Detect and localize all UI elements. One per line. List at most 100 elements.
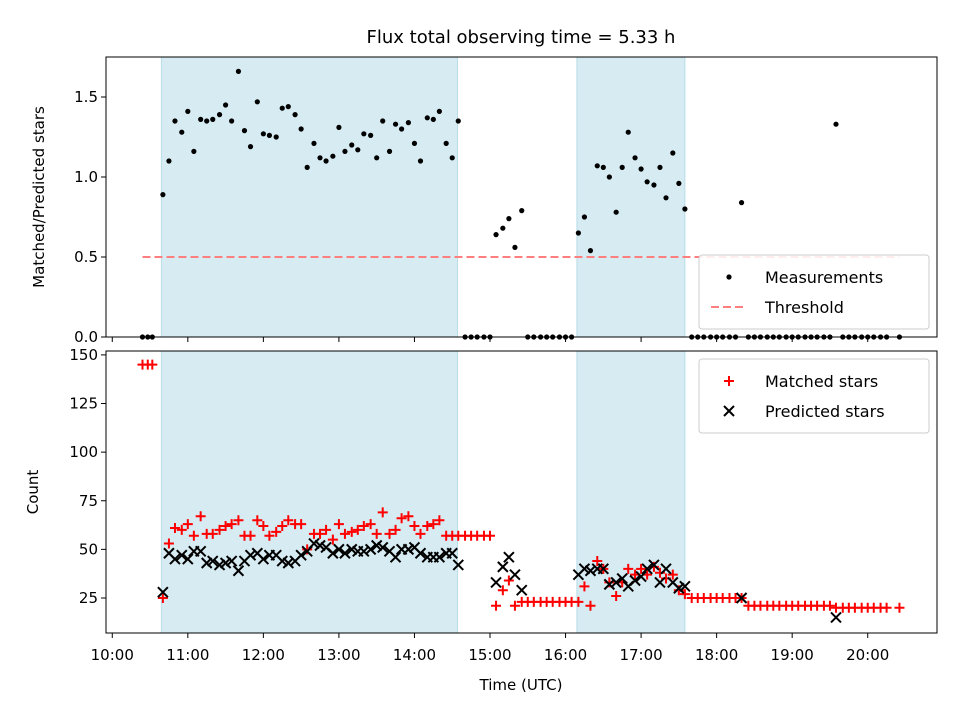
bottom-panel: 25 50 75 100 125 150 10:00 11:00 12:00 13:00 14:0… — [24, 346, 938, 694]
x-tick-label-8: 18:00 — [695, 646, 738, 664]
series-measurements-point-24 — [292, 112, 298, 118]
series-measurements-point-58 — [506, 216, 512, 222]
series-matched-stars-point-56 — [491, 600, 502, 611]
series-matched-stars-point-71 — [585, 600, 596, 611]
series-predicted-stars-point-50 — [503, 551, 515, 563]
series-predicted-stars-point-58 — [603, 578, 616, 591]
series-predicted-stars-point-41 — [414, 547, 427, 559]
legend-predicted-stars-label: Predicted stars — [765, 402, 885, 421]
series-measurements-point-27 — [311, 140, 317, 146]
series-matched-stars-point-109 — [824, 600, 835, 611]
series-measurements-point-46 — [430, 116, 436, 122]
shaded-interval-0 — [160, 56, 459, 338]
series-predicted-stars-point-51 — [509, 568, 521, 581]
y-tick-label-1: 0.5 — [74, 248, 98, 266]
series-predicted-stars-point-14 — [244, 549, 257, 561]
y-tick-label-3: 1.5 — [74, 88, 98, 106]
series-predicted-stars-point-35 — [377, 541, 389, 554]
series-matched-stars-point-7 — [182, 519, 193, 530]
series-predicted-stars-point-11 — [225, 555, 238, 567]
bottom-panel-frame — [105, 350, 938, 634]
x-tick-label-9: 19:00 — [771, 646, 814, 664]
top-panel-y-label: Matched/Predicted stars — [30, 106, 48, 288]
y-tick-label-3: 100 — [69, 443, 98, 461]
x-tick-label-4: 14:00 — [393, 646, 436, 664]
series-predicted-stars-point-28 — [333, 543, 345, 556]
series-predicted-stars-point-66 — [654, 576, 666, 589]
series-predicted-stars-point-64 — [641, 563, 653, 575]
x-tick-label-3: 13:00 — [317, 646, 360, 664]
series-measurements-point-70 — [581, 214, 588, 220]
x-tick-label-2: 12:00 — [242, 646, 285, 664]
series-matched-stars-point-75 — [611, 591, 622, 602]
bottom-panel-legend: Matched stars Predicted stars — [698, 358, 930, 434]
series-matched-stars-point-29 — [321, 524, 332, 535]
series-matched-stars-point-45 — [422, 521, 433, 532]
series-measurements-point-74 — [606, 174, 612, 180]
series-matched-stars-point-19 — [258, 521, 269, 532]
x-axis: 10:00 11:00 12:00 13:00 14:00 15:00 16:00 17:00… — [91, 633, 889, 664]
series-matched-stars-point-11 — [207, 528, 218, 539]
series-matched-stars-point-37 — [371, 528, 382, 539]
series-measurements-point-33 — [349, 142, 355, 148]
series-matched-stars-point-22 — [277, 521, 288, 532]
series-measurements-point-21 — [273, 134, 279, 140]
series-measurements-point-17 — [247, 144, 254, 150]
series-measurements-point-20 — [266, 132, 273, 138]
series-measurements-point-7 — [185, 108, 191, 114]
series-measurements-point-26 — [304, 164, 310, 170]
series-predicted-stars-point-44 — [433, 551, 446, 563]
series-predicted-stars-point-8 — [207, 555, 219, 567]
series-predicted-stars-point-47 — [452, 559, 464, 571]
series-predicted-stars-point-4 — [182, 553, 194, 565]
series-measurements-point-56 — [493, 232, 499, 238]
series-measurements-point-13 — [222, 102, 229, 108]
series-predicted-stars-point-65 — [648, 559, 660, 571]
legend-box — [698, 254, 930, 330]
series-predicted-stars-point-6 — [194, 545, 207, 558]
series-measurements-point-79 — [638, 166, 644, 172]
series-matched-stars-point-72 — [592, 556, 603, 567]
series-matched-stars-point-43 — [409, 521, 420, 532]
series-predicted-stars-point-3 — [176, 549, 188, 561]
series-matched-stars-point-31 — [333, 519, 344, 530]
series-measurements-point-30 — [330, 153, 336, 159]
bottom-panel-shaded-intervals — [160, 350, 686, 634]
series-matched-stars-point-14 — [226, 519, 237, 530]
x-tick-label-1: 11:00 — [166, 646, 209, 664]
series-matched-stars-point-21 — [271, 526, 282, 537]
series-predicted-stars-point-59 — [610, 576, 622, 589]
series-measurements-point-29 — [323, 158, 329, 164]
series-predicted-stars-point-37 — [389, 551, 402, 563]
series-matched-stars-point-20 — [264, 530, 275, 541]
series-predicted-stars-point-16 — [257, 553, 270, 565]
series-measurements-point-11 — [210, 116, 216, 122]
series-matched-stars-point-30 — [327, 534, 338, 545]
series-measurements-point-37 — [374, 155, 380, 161]
series-predicted-stars-point-32 — [358, 545, 370, 558]
series-measurements-point-15 — [235, 68, 242, 74]
series-predicted-stars-point-48 — [490, 576, 502, 589]
series-measurements-point-85 — [676, 180, 682, 186]
chart-title: Flux total observing time = 5.33 h — [367, 27, 676, 48]
series-matched-stars-point-79 — [636, 563, 647, 574]
series-measurements-point-31 — [336, 124, 342, 130]
legend-matched-stars-label: Matched stars — [765, 372, 878, 391]
series-matched-stars-point-34 — [352, 524, 363, 535]
series-measurements-point-4 — [166, 158, 172, 164]
series-matched-stars-point-39 — [384, 528, 395, 539]
series-matched-stars-point-58 — [503, 575, 514, 586]
series-matched-stars-point-4 — [163, 538, 174, 549]
series-measurements-point-59 — [512, 244, 518, 250]
legend-matched-stars-swatch — [724, 376, 734, 386]
series-matched-stars-point-70 — [579, 581, 590, 592]
shaded-interval-1 — [576, 350, 686, 634]
series-measurements-point-84 — [670, 150, 676, 156]
y-tick-label-1: 50 — [79, 540, 98, 558]
series-matched-stars-point-44 — [415, 528, 426, 539]
series-predicted-stars-point-33 — [364, 543, 377, 556]
series-measurements-point-83 — [663, 195, 669, 201]
y-tick-label-0: 0.0 — [74, 328, 98, 346]
series-measurements-point-42 — [405, 120, 412, 126]
legend-threshold-label: Threshold — [764, 298, 844, 317]
